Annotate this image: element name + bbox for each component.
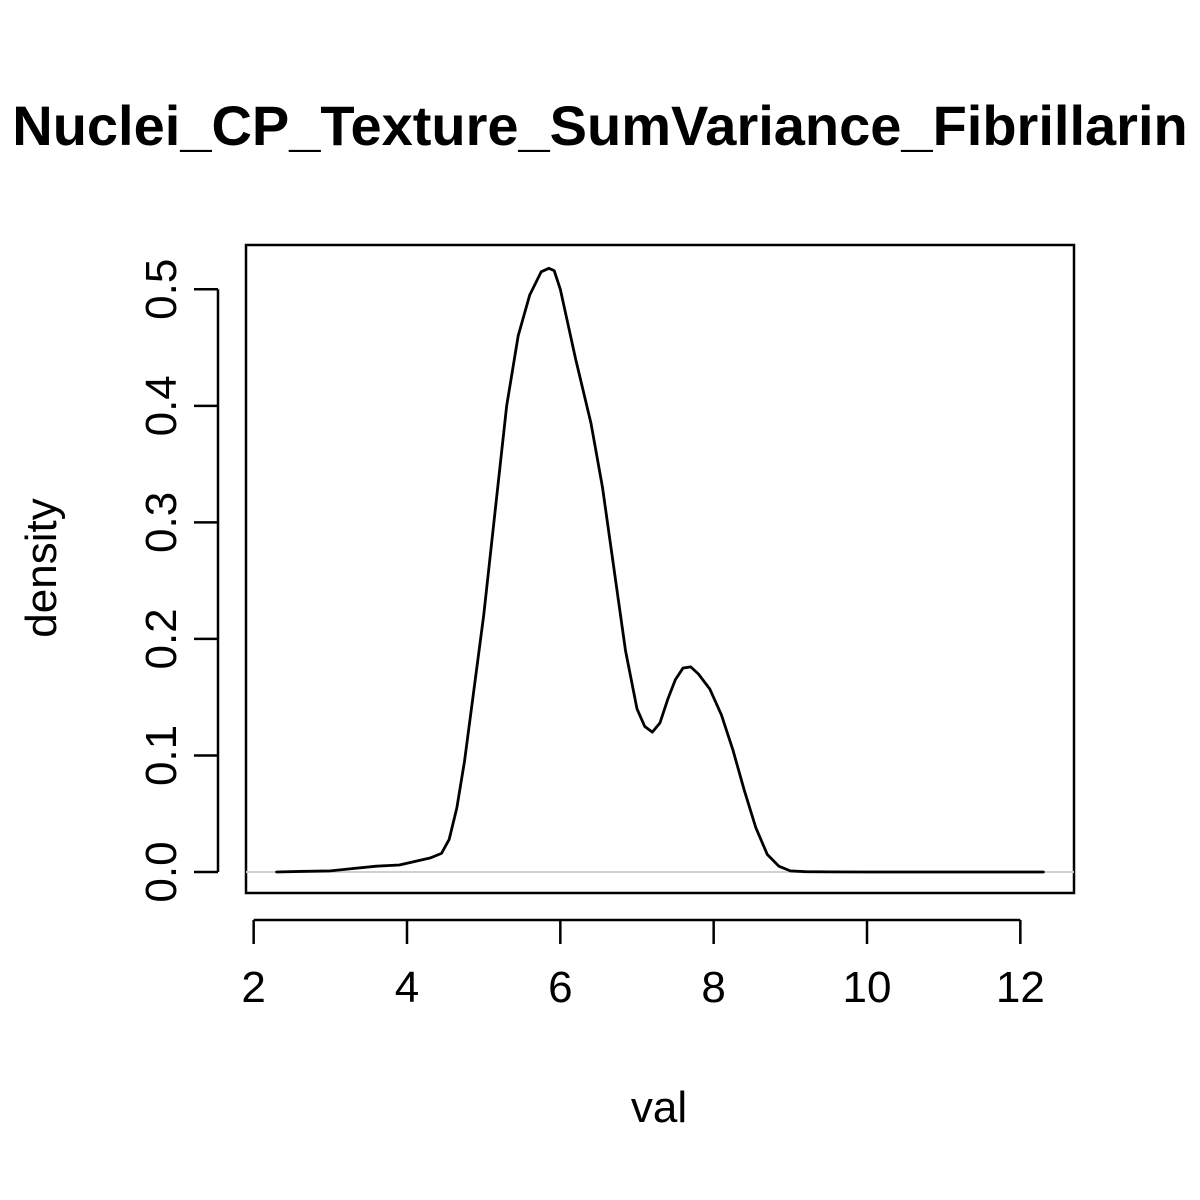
plot-frame	[244, 243, 1076, 895]
plot-area	[244, 243, 1076, 895]
x-tick-label-10: 10	[843, 963, 892, 1012]
chart-title: Nuclei_CP_Texture_SumVariance_Fibrillari…	[12, 94, 1187, 157]
y-tick-label-0.4: 0.4	[137, 375, 186, 436]
density-curve-1	[275, 266, 1045, 874]
y-axis-label: density	[17, 498, 66, 637]
y-tick-label-0.3: 0.3	[137, 492, 186, 553]
x-tick-label-12: 12	[996, 963, 1045, 1012]
x-axis-label: val	[631, 1083, 687, 1132]
y-tick-label-0.5: 0.5	[137, 259, 186, 320]
x-tick-label-2: 2	[241, 963, 265, 1012]
y-tick-label-0.2: 0.2	[137, 608, 186, 669]
x-tick-label-8: 8	[701, 963, 725, 1012]
x-tick-label-6: 6	[548, 963, 572, 1012]
x-tick-label-4: 4	[395, 963, 419, 1012]
axes: 2 4 6 8 10 12 0.0 0.1 0.2 0.3 0.4 0.5	[137, 259, 1045, 1012]
y-tick-label-0.0: 0.0	[137, 841, 186, 902]
y-tick-label-0.1: 0.1	[137, 725, 186, 786]
